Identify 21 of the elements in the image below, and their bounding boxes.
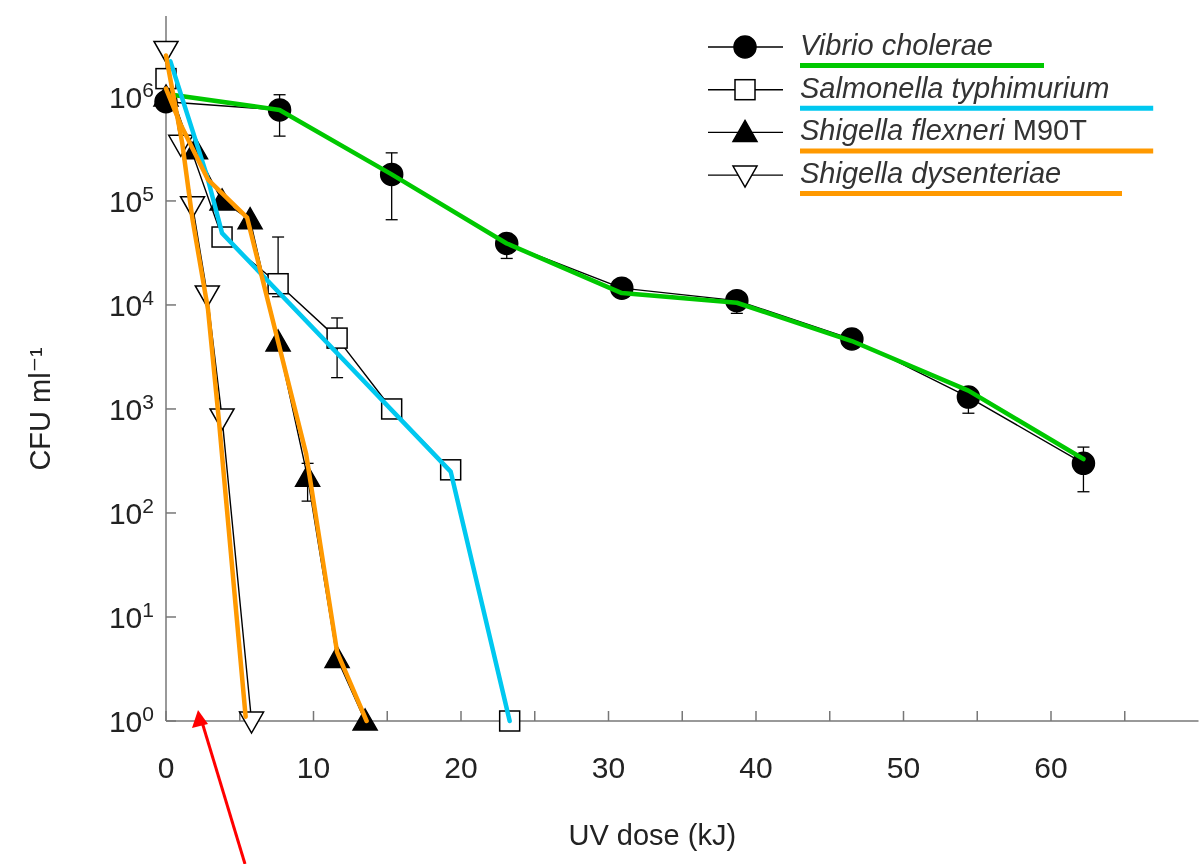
y-tick-label: 10$^{6}$ (108, 77, 154, 114)
y-axis-title: CFU ml⁻¹ (24, 347, 56, 471)
x-tick-label: 20 (444, 751, 478, 784)
y-tick-label: 10$^{0}$ (108, 701, 154, 738)
legend-label: Vibrio cholerae (800, 28, 993, 61)
y-tick-label: 10$^{3}$ (108, 389, 154, 426)
y-tick-label: 10$^{2}$ (108, 493, 154, 530)
x-tick-label: 30 (591, 751, 626, 784)
x-axis-title: UV dose (kJ) (568, 819, 737, 851)
y-tick-label: 10$^{1}$ (108, 597, 154, 634)
point (326, 327, 348, 349)
y-tick-label: 10$^{4}$ (108, 285, 155, 322)
x-tick-label: 40 (739, 751, 773, 784)
legend-label: Shigella dysenteriae (800, 156, 1062, 189)
x-tick-label: 50 (886, 751, 921, 784)
legend-label: Salmonella typhimurium (800, 71, 1110, 104)
y-tick-label: 10$^{5}$ (108, 181, 154, 218)
x-tick-label: 0 (157, 751, 175, 784)
legend-label: Shigella flexneri M90T (800, 114, 1088, 147)
x-tick-label: 10 (296, 751, 331, 784)
x-tick-label: 60 (1034, 751, 1068, 784)
